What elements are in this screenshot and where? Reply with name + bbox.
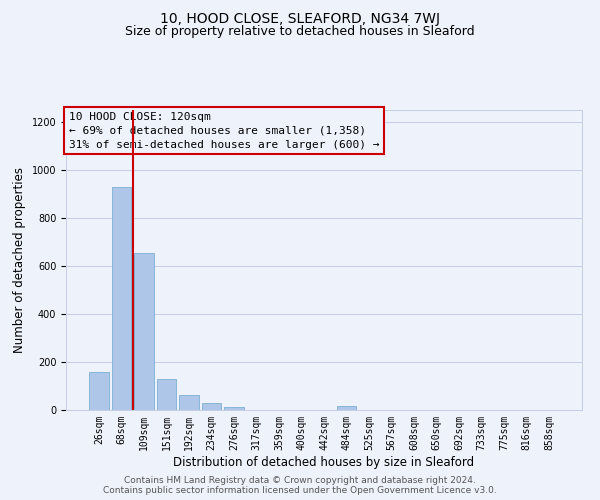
Bar — [157, 380, 176, 410]
Bar — [89, 372, 109, 410]
Text: 10 HOOD CLOSE: 120sqm
← 69% of detached houses are smaller (1,358)
31% of semi-d: 10 HOOD CLOSE: 120sqm ← 69% of detached … — [68, 112, 379, 150]
Text: Contains public sector information licensed under the Open Government Licence v3: Contains public sector information licen… — [103, 486, 497, 495]
Y-axis label: Number of detached properties: Number of detached properties — [13, 167, 26, 353]
Bar — [179, 395, 199, 410]
X-axis label: Distribution of detached houses by size in Sleaford: Distribution of detached houses by size … — [173, 456, 475, 468]
Text: Contains HM Land Registry data © Crown copyright and database right 2024.: Contains HM Land Registry data © Crown c… — [124, 476, 476, 485]
Bar — [224, 406, 244, 410]
Bar — [202, 404, 221, 410]
Text: 10, HOOD CLOSE, SLEAFORD, NG34 7WJ: 10, HOOD CLOSE, SLEAFORD, NG34 7WJ — [160, 12, 440, 26]
Bar — [337, 406, 356, 410]
Text: Size of property relative to detached houses in Sleaford: Size of property relative to detached ho… — [125, 25, 475, 38]
Bar — [112, 187, 131, 410]
Bar — [134, 253, 154, 410]
